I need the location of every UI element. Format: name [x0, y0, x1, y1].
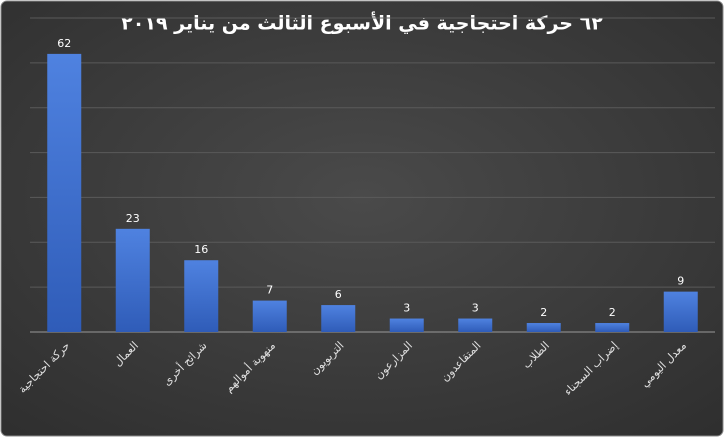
bar	[47, 53, 82, 333]
data-label: 2	[609, 306, 616, 319]
bar	[184, 260, 219, 332]
bar	[595, 323, 630, 332]
data-label: 2	[540, 306, 547, 319]
data-label: 16	[194, 243, 208, 256]
data-label: 9	[677, 275, 684, 288]
data-label: 6	[335, 288, 342, 301]
data-label: 3	[472, 302, 479, 315]
bar	[526, 323, 561, 332]
data-label: 3	[403, 302, 410, 315]
bar	[321, 305, 356, 332]
bar	[115, 228, 150, 332]
data-label: 23	[126, 212, 140, 225]
bar	[252, 300, 287, 332]
bar	[663, 291, 698, 332]
data-label: 7	[266, 284, 273, 297]
bar	[458, 318, 493, 332]
chart-title: ٦٢ حركة احتجاجية في الأسبوع الثالث من ين…	[121, 12, 603, 35]
data-label: 62	[57, 37, 71, 50]
bar	[389, 318, 424, 332]
